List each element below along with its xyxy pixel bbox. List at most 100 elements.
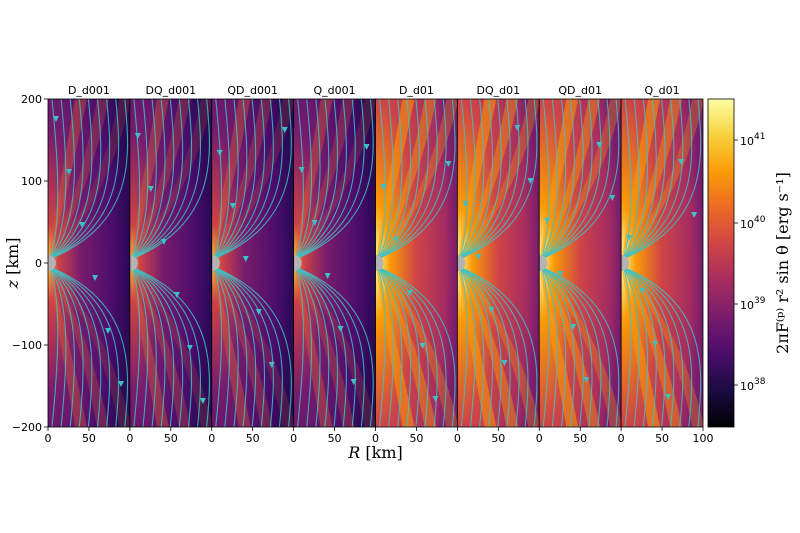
streamline [131,266,166,427]
x-tick-label: 50 [409,432,423,445]
streamline-arrow [337,326,344,332]
streamline-arrow [186,345,193,351]
streamline [459,266,529,427]
streamline-arrow [583,377,590,383]
streamline [540,266,602,427]
streamline [377,99,420,260]
streamline [377,266,412,427]
streamline-arrow [626,235,633,241]
streamline-arrow [570,324,577,330]
flux-map [539,99,622,427]
streamline [458,99,476,260]
panel-title: QD_d001 [227,84,278,97]
streamline [377,266,429,427]
streamline [459,266,538,427]
streamline [458,99,468,260]
streamline [622,99,657,260]
streamline [295,99,365,260]
panel-title: DQ_d01 [477,84,521,97]
streamline [131,99,193,260]
streamline [622,266,666,427]
central-object [457,255,466,271]
streamline [377,99,394,260]
streamline [540,99,602,260]
streamline-arrow [514,125,521,131]
streamline [540,266,550,427]
streamline [213,266,257,427]
streamline-arrow [79,222,85,228]
streamline [49,266,59,427]
streamline [213,266,283,427]
streamline-arrow [488,307,495,313]
streamline-arrow [609,195,616,201]
colorbar-label: 2πF⁽ᵖ⁾ r² sin θ [erg s⁻¹] [773,172,792,354]
panel-qd-d01: QD_d01 [538,84,622,428]
colorbar [707,98,735,428]
streamline-arrow [557,271,564,277]
streamline [622,266,693,427]
x-tick-label: 50 [164,432,178,445]
streamline [213,99,257,260]
central-object [293,255,302,271]
x-tick-label: 0 [126,432,133,445]
streamline [295,99,339,260]
streamline [459,266,520,427]
streamline [295,99,347,260]
streamline [49,99,102,260]
streamline [295,266,304,427]
streamline [49,99,120,260]
streamline [459,266,511,427]
streamline [49,266,129,427]
streamline [295,266,313,427]
x-axis-label: R [km] [347,443,402,462]
streamline [377,99,412,260]
streamline [458,266,485,427]
panel-d-d001: D_d001 [47,84,131,428]
panel-q-d01: Q_d01 [620,84,704,428]
streamline [131,99,141,260]
panel-d-d01: D_d01 [375,84,458,428]
streamline-arrow [298,167,305,173]
streamline [622,266,684,427]
colorbar-tick-label: 1041 [740,132,765,148]
streamline [377,99,438,260]
streamline [541,99,611,260]
streamline [213,99,223,260]
y-tick-label: 0 [35,257,42,270]
streamline-arrow [199,398,206,404]
panel-title: Q_d001 [313,84,355,97]
streamline [49,266,102,427]
streamline-arrow [350,379,357,385]
x-tick-label: 50 [246,432,260,445]
streamline-arrow [419,343,426,349]
streamline [540,99,575,260]
streamline [49,99,75,260]
streamline [295,266,330,427]
streamline [49,99,93,260]
streamline-arrow [311,220,318,226]
streamline [295,99,374,260]
streamline [377,99,403,260]
streamline [213,99,239,260]
streamline-arrow [462,201,469,207]
streamline [295,266,347,427]
streamline [131,99,184,260]
colorbar-tick-label: 1039 [740,296,766,312]
x-tick-label: 100 [693,432,714,445]
streamline-arrow [445,161,452,167]
x-tick-label: 50 [328,432,342,445]
flux-map [211,99,294,427]
streamline [541,99,620,260]
streamline [49,99,129,260]
panel-title: Q_d01 [644,84,679,97]
streamline [459,266,502,427]
streamline [377,266,438,427]
streamline [295,99,313,260]
streamline [459,99,493,260]
streamline-arrow [147,186,154,192]
streamline [622,99,693,260]
streamline [131,266,149,427]
streamline [295,266,365,427]
streamline [295,99,330,260]
